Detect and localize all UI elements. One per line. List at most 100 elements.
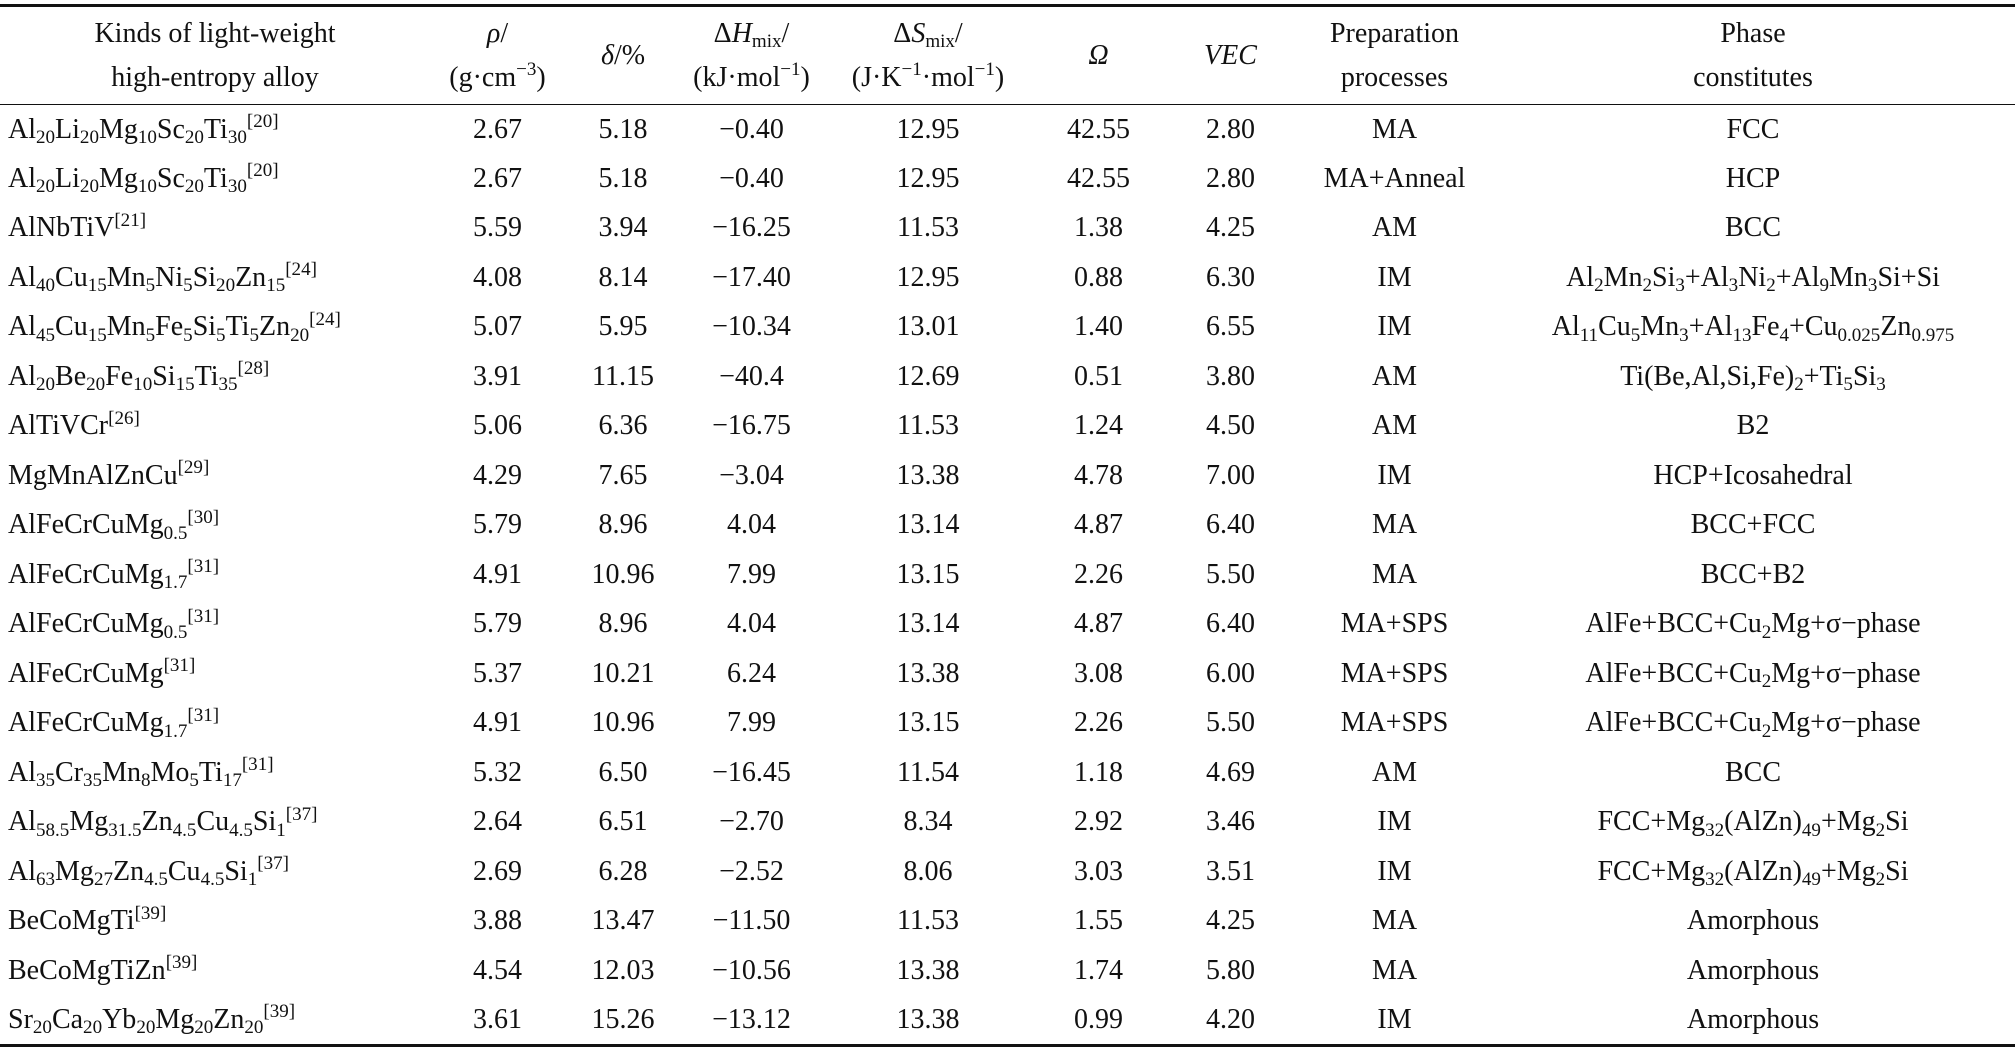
table-cell: BCC+B2 [1491, 550, 2015, 600]
text: 8.14 [598, 261, 648, 293]
table-cell: IM [1298, 253, 1491, 303]
subscript: 20 [36, 176, 56, 198]
supscript: −1 [901, 59, 922, 81]
supscript: [30] [187, 506, 220, 528]
table-row: MgMnAlZnCu[29] 4.29 7.65 −3.04 13.38 4.78 7.00… [0, 451, 2015, 501]
text: 4.50 [1206, 410, 1255, 442]
table-cell: Sr20Ca20Yb20Mg20Zn20[39] [0, 996, 430, 1046]
subscript: 27 [93, 869, 113, 891]
text: Si [1885, 806, 1909, 838]
table-cell: −16.25 [681, 204, 822, 254]
table-cell: 12.95 [822, 154, 1034, 204]
table-cell: 12.95 [822, 105, 1034, 155]
text: 12.69 [896, 360, 960, 392]
text: Preparation [1329, 17, 1460, 49]
text: 4.87 [1074, 608, 1123, 640]
text: (AlZn) [1724, 855, 1802, 887]
subscript: 0.025 [1837, 324, 1881, 346]
table-cell: 6.40 [1163, 501, 1298, 551]
subscript: 8 [140, 770, 151, 792]
subscript: 32 [1705, 869, 1725, 891]
text: +Ti [1803, 360, 1844, 392]
table-row: AlFeCrCuMg1.7[31] 4.91 10.96 7.99 13.15 2.26 5… [0, 699, 2015, 749]
subscript: 2 [1761, 720, 1772, 742]
table-cell: BCC+FCC [1491, 501, 2015, 551]
text: +Al [1775, 261, 1820, 293]
subscript: 30 [227, 127, 247, 149]
text: Ni [1738, 261, 1767, 293]
subscript: 20 [194, 1017, 214, 1039]
text: MA+SPS [1340, 657, 1449, 689]
text: −0.40 [719, 162, 784, 194]
subscript: 4 [1779, 324, 1790, 346]
text: 2.67 [473, 113, 522, 145]
text: Sr [8, 1003, 33, 1035]
header-row: Kinds of light-weight high-entropy alloy ρ… [0, 5, 2015, 105]
table-cell: −16.45 [681, 748, 822, 798]
text: Li [55, 113, 80, 145]
text: AM [1371, 360, 1418, 392]
text: 13.38 [896, 657, 960, 689]
subscript: 63 [36, 869, 56, 891]
table-cell: 0.88 [1034, 253, 1163, 303]
subscript: 49 [1801, 819, 1821, 841]
table-row: AlNbTiV[21] 5.59 3.94 −16.25 11.53 1.38 4.25 AM… [0, 204, 2015, 254]
table-cell: 12.69 [822, 352, 1034, 402]
text: Be [55, 360, 87, 392]
header-line: Ω [1034, 34, 1163, 78]
text: 5.18 [598, 162, 648, 194]
table-row: BeCoMgTiZn[39] 4.54 12.03 −10.56 13.38 1.74 5.… [0, 946, 2015, 996]
table-cell: 13.38 [822, 451, 1034, 501]
table-cell: AlFeCrCuMg1.7[31] [0, 699, 430, 749]
table-cell: MA [1298, 946, 1491, 996]
subscript: mix [751, 31, 782, 53]
supscript: [39] [134, 902, 167, 924]
text: 13.01 [896, 311, 960, 343]
table-cell: Al2Mn2Si3+Al3Ni2+Al9Mn3Si+Si [1491, 253, 2015, 303]
table-cell: 5.59 [430, 204, 565, 254]
text: 1.55 [1074, 905, 1123, 937]
table-row: Al20Li20Mg10Sc20Ti30[20] 2.67 5.18 −0.40 12.… [0, 105, 2015, 155]
table-cell: Al20Be20Fe10Si15Ti35[28] [0, 352, 430, 402]
header-line: processes [1298, 56, 1491, 100]
text: Al [1566, 261, 1595, 293]
text: 6.40 [1206, 608, 1255, 640]
text: 3.80 [1206, 360, 1255, 392]
text: processes [1340, 61, 1449, 93]
table-cell: 4.91 [430, 699, 565, 749]
table-cell: 3.46 [1163, 798, 1298, 848]
table-cell: 2.67 [430, 105, 565, 155]
header-line: (kJ·mol−1) [681, 56, 822, 100]
text: AlFeCrCuMg [8, 558, 164, 590]
text: ) [800, 61, 810, 93]
text: AM [1371, 410, 1418, 442]
header-cell: δ/% [565, 6, 681, 105]
table-cell: 5.32 [430, 748, 565, 798]
text: 6.51 [598, 806, 648, 838]
table-cell: 11.53 [822, 897, 1034, 947]
text: 11.54 [897, 756, 959, 788]
subscript: 5 [1843, 374, 1853, 396]
text: 2.92 [1074, 806, 1123, 838]
text: AlFeCrCuMg [8, 608, 164, 640]
table-cell: BeCoMgTi[39] [0, 897, 430, 947]
supscript: [31] [241, 754, 274, 776]
table-cell: −13.12 [681, 996, 822, 1046]
text: IM [1377, 459, 1412, 491]
table-cell: 5.18 [565, 154, 681, 204]
table-cell: −2.52 [681, 847, 822, 897]
text: 5.95 [598, 311, 648, 343]
table-cell: AlFe+BCC+Cu2Mg+σ−phase [1491, 699, 2015, 749]
text: MA [1371, 558, 1418, 590]
text: 2.69 [473, 855, 522, 887]
text: 4.91 [473, 558, 522, 590]
text: 0.88 [1074, 261, 1123, 293]
text: Cr [55, 756, 84, 788]
text: IM [1377, 311, 1412, 343]
text: MA [1371, 954, 1418, 986]
text: IM [1377, 261, 1412, 293]
text: 3.61 [473, 1003, 522, 1035]
text: IM [1377, 855, 1412, 887]
text: FCC+Mg [1597, 855, 1706, 887]
text: 42.55 [1067, 113, 1130, 145]
